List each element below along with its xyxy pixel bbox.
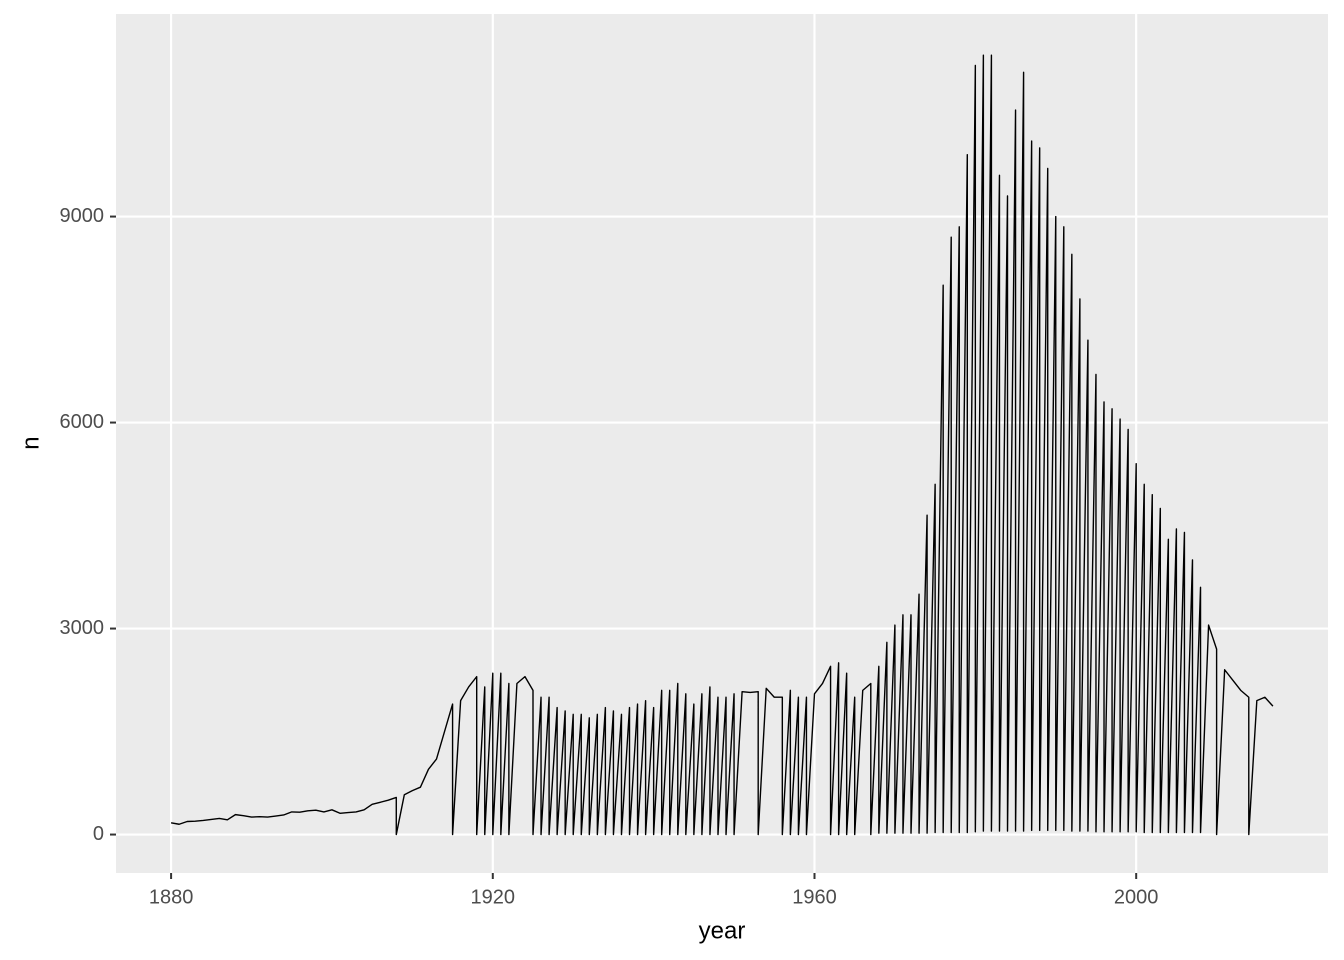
- data-line: [170, 54, 1274, 836]
- x-axis-title: year: [699, 917, 746, 944]
- y-tick-label: 3000: [60, 617, 105, 639]
- x-tick-label: 2000: [1114, 886, 1159, 908]
- y-tick-label: 9000: [60, 205, 105, 227]
- y-axis-title: n: [17, 436, 44, 449]
- y-tick-label: 6000: [60, 411, 105, 433]
- y-tick-label: 0: [93, 823, 104, 845]
- x-tick-label: 1920: [471, 886, 516, 908]
- panel: [116, 14, 1328, 873]
- x-tick-label: 1880: [149, 886, 194, 908]
- x-tick-label: 1960: [792, 886, 837, 908]
